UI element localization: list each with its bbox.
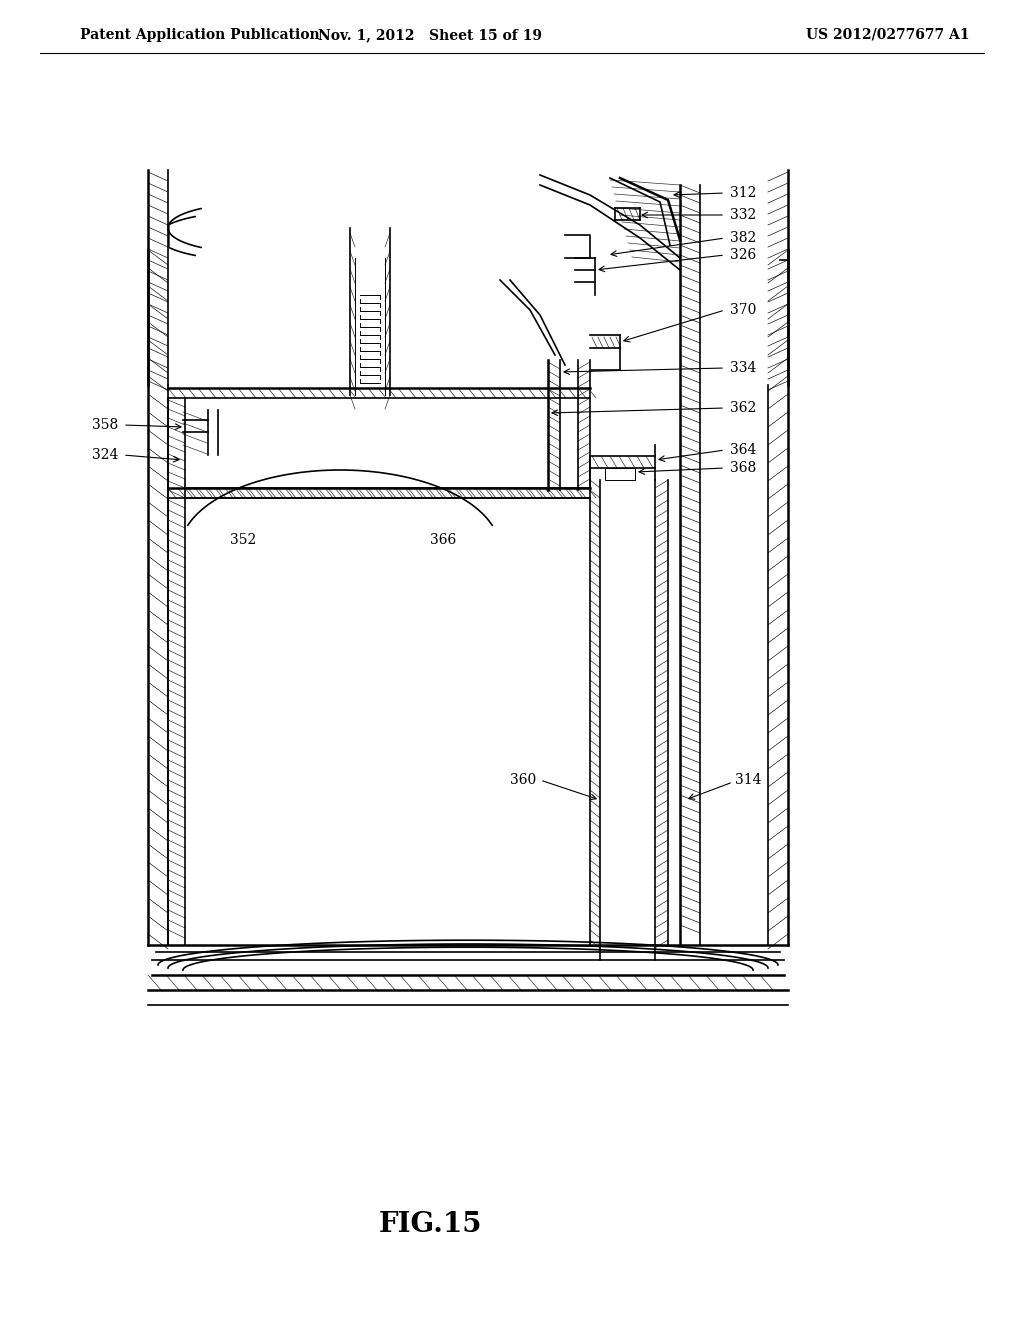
Text: US 2012/0277677 A1: US 2012/0277677 A1 — [807, 28, 970, 42]
Text: 360: 360 — [510, 774, 537, 787]
Text: 334: 334 — [730, 360, 757, 375]
Text: 366: 366 — [430, 533, 457, 546]
Text: 352: 352 — [230, 533, 256, 546]
Text: Nov. 1, 2012   Sheet 15 of 19: Nov. 1, 2012 Sheet 15 of 19 — [318, 28, 542, 42]
Text: 364: 364 — [730, 444, 757, 457]
Text: 312: 312 — [730, 186, 757, 201]
Text: 358: 358 — [92, 418, 118, 432]
Text: 324: 324 — [91, 447, 118, 462]
Text: FIG.15: FIG.15 — [378, 1212, 481, 1238]
Text: 370: 370 — [730, 304, 757, 317]
Text: 326: 326 — [730, 248, 757, 261]
Text: 382: 382 — [730, 231, 757, 246]
Text: 332: 332 — [730, 209, 757, 222]
Bar — [605, 469, 635, 480]
Text: 314: 314 — [735, 774, 762, 787]
Text: 362: 362 — [730, 401, 757, 414]
Text: Patent Application Publication: Patent Application Publication — [80, 28, 319, 42]
Text: 368: 368 — [730, 461, 757, 475]
